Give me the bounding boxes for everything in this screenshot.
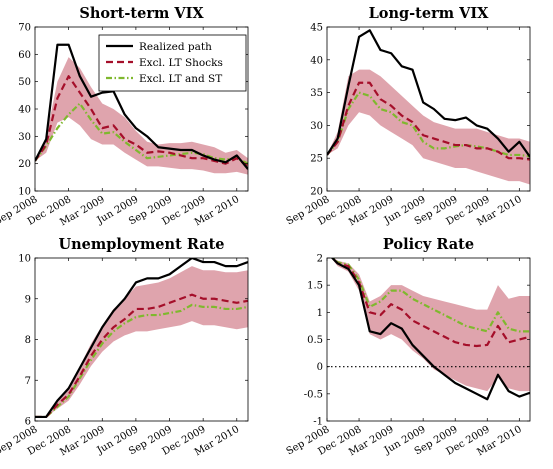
- y-tick-label: 1: [317, 308, 323, 319]
- legend-label: Excl. LT and ST: [139, 73, 222, 85]
- y-tick-label: -0.5: [304, 389, 323, 400]
- series-excl-lt-shocks: [327, 81, 530, 161]
- y-tick-label: 20: [18, 159, 31, 170]
- panel-title: Unemployment Rate: [58, 236, 224, 253]
- plot-area: [327, 29, 530, 185]
- y-tick-label: 10: [18, 187, 31, 198]
- y-tick-label: 70: [18, 23, 31, 34]
- confidence-band: [331, 258, 530, 392]
- y-tick-label: 30: [18, 132, 31, 143]
- series-excl-lt-and-st: [35, 102, 248, 165]
- series-excl-lt-shocks: [35, 75, 248, 168]
- series-excl-lt-and-st: [35, 303, 248, 419]
- confidence-band: [35, 266, 248, 417]
- legend: Realized path Excl. LT Shocks Excl. LT and…: [98, 34, 247, 92]
- y-tick-label: 0.5: [307, 335, 323, 346]
- y-tick-label: 35: [310, 88, 323, 99]
- series-excl-lt-shocks: [330, 258, 530, 348]
- series-realized-path: [330, 258, 530, 401]
- y-tick-label: 25: [310, 154, 323, 165]
- y-tick-label: 8: [25, 335, 31, 346]
- y-tick-label: 60: [18, 50, 31, 61]
- y-tick-label: 7: [25, 376, 31, 387]
- plot-area: [35, 258, 248, 419]
- series-realized-path: [327, 29, 530, 158]
- confidence-band: [35, 57, 248, 175]
- panel-title: Policy Rate: [383, 236, 474, 253]
- series-realized-path: [35, 258, 248, 419]
- y-tick-label: 30: [310, 121, 323, 132]
- panel-title: Short-term VIX: [79, 5, 204, 22]
- series-realized-path: [35, 43, 248, 170]
- y-tick-label: 10: [18, 254, 31, 265]
- panel-title: Long-term VIX: [369, 5, 490, 22]
- legend-label: Realized path: [139, 41, 212, 53]
- y-tick-label: 6: [25, 417, 31, 428]
- y-tick-label: 1.5: [307, 281, 323, 292]
- y-tick-label: 2: [317, 254, 323, 265]
- legend-label: Excl. LT Shocks: [139, 57, 223, 69]
- y-tick-label: 40: [18, 105, 31, 116]
- y-tick-label: 45: [310, 23, 323, 34]
- confidence-band: [327, 69, 530, 185]
- y-tick-label: 0: [317, 362, 323, 373]
- y-tick-label: -1: [313, 417, 323, 428]
- y-tick-label: 9: [25, 294, 31, 305]
- plot-area: [35, 43, 248, 175]
- series-excl-lt-and-st: [331, 258, 530, 333]
- y-tick-label: 20: [310, 187, 323, 198]
- axes-frame: [326, 26, 531, 192]
- y-tick-label: 50: [18, 77, 31, 88]
- series-excl-lt-shocks: [35, 293, 248, 419]
- y-tick-label: 40: [310, 55, 323, 66]
- plot-area: [327, 258, 530, 401]
